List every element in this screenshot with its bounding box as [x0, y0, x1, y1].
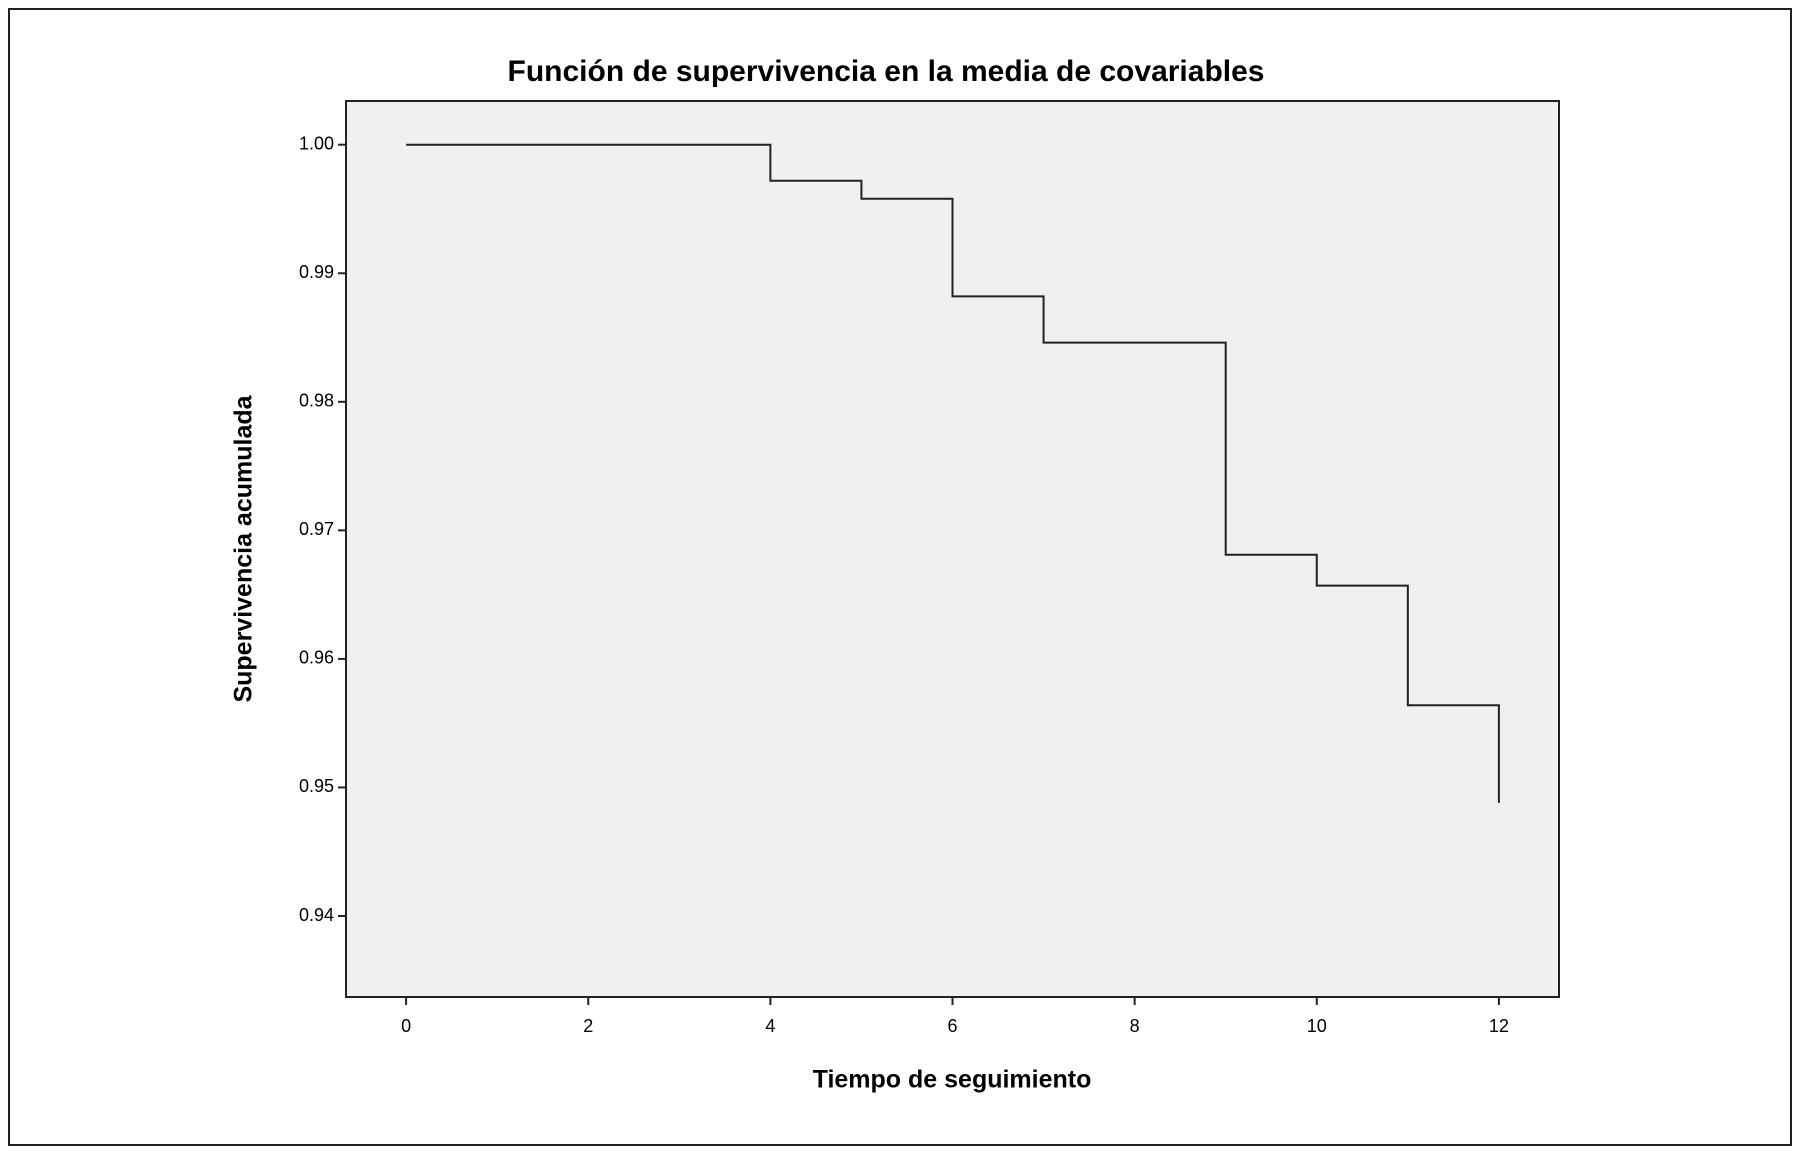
chart-title: Función de supervivencia en la media de …	[508, 55, 1265, 88]
x-tick-label: 6	[947, 1016, 957, 1036]
y-tick-label: 0.94	[299, 905, 334, 925]
y-tick-label: 0.98	[299, 391, 334, 411]
x-axis-title: Tiempo de seguimiento	[813, 1066, 1092, 1094]
x-tick-label: 2	[583, 1016, 593, 1036]
x-tick-label: 8	[1130, 1016, 1140, 1036]
y-tick-label: 0.95	[299, 776, 334, 796]
y-tick-label: 0.96	[299, 648, 334, 668]
y-tick-label: 1.00	[299, 133, 334, 153]
x-tick-label: 4	[765, 1016, 775, 1036]
y-tick-label: 0.97	[299, 519, 334, 539]
x-tick-label: 10	[1307, 1016, 1327, 1036]
y-axis-title: Supervivencia acumulada	[230, 394, 258, 702]
y-tick-label: 0.99	[299, 262, 334, 282]
x-tick-label: 12	[1489, 1016, 1509, 1036]
x-tick-label: 0	[401, 1016, 411, 1036]
survival-line	[406, 143, 1500, 803]
